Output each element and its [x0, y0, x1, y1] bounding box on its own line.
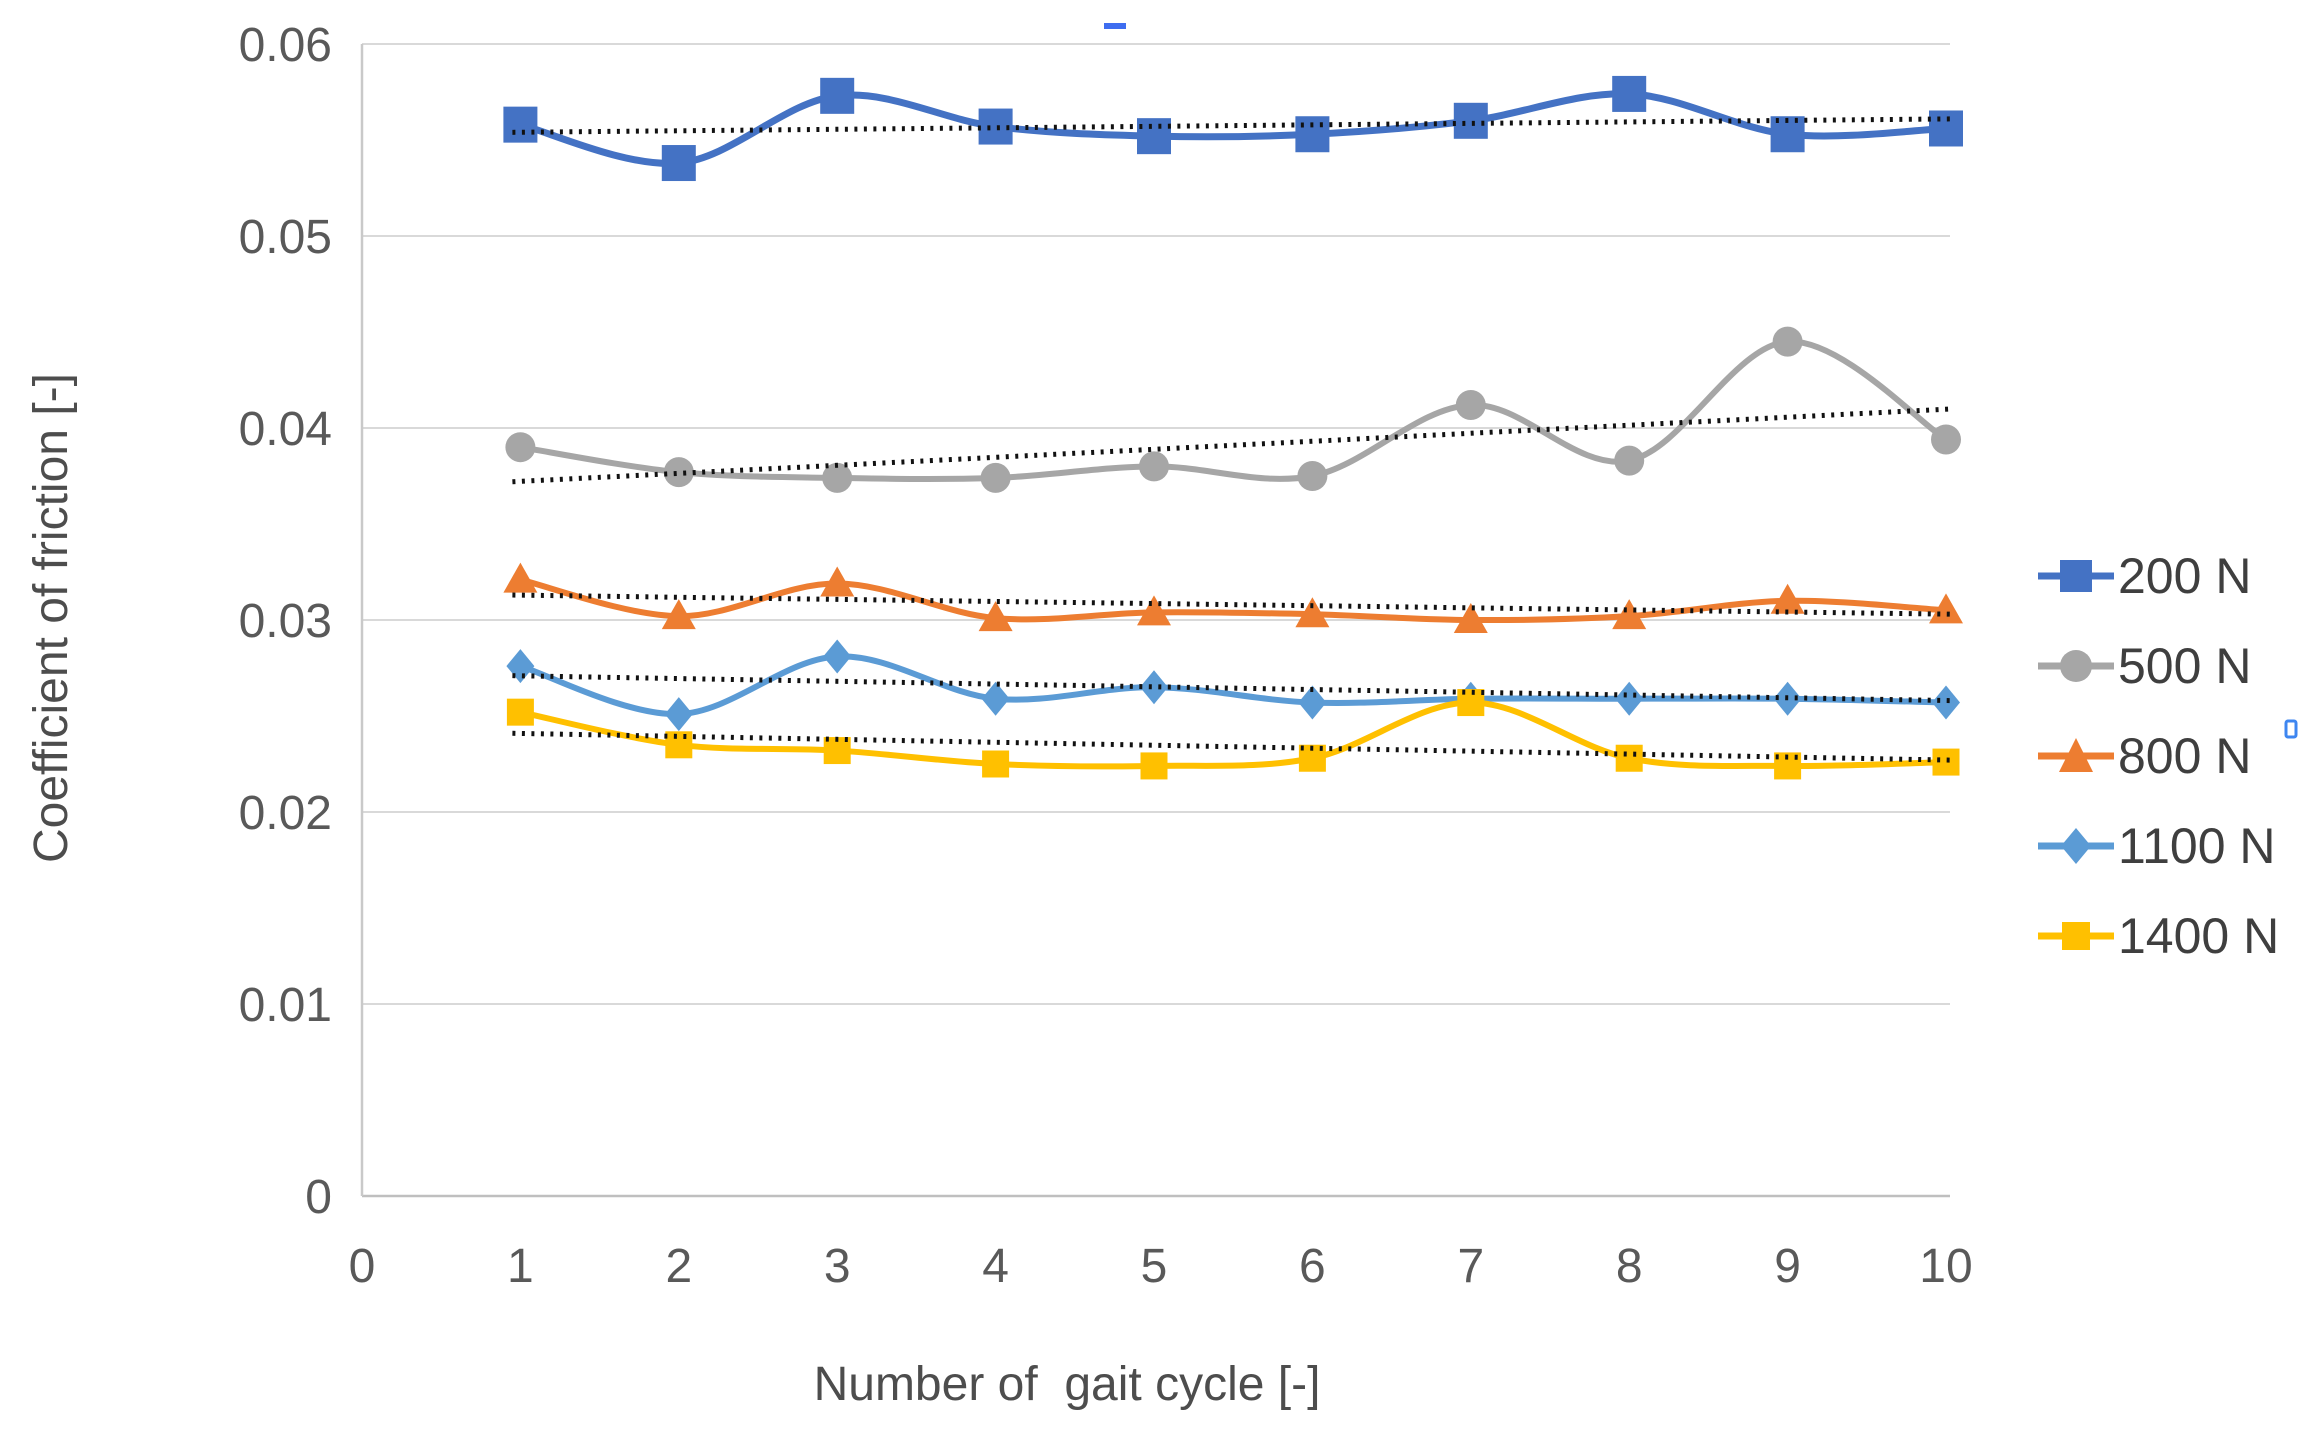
marker-200-n	[661, 145, 696, 182]
legend-label-500n: 500 N	[2118, 638, 2252, 694]
marker-200-n	[503, 106, 538, 143]
y-tick-label: 0	[305, 1171, 332, 1224]
series-line-500-n	[517, 338, 1949, 483]
marker-800-n	[978, 601, 1013, 632]
legend-label-200n: 200 N	[2118, 548, 2252, 604]
y-tick-label: 0.01	[239, 979, 332, 1032]
trendline-800-n	[512, 592, 1955, 617]
marker-200-n	[1295, 116, 1330, 153]
marker-200-n	[1612, 75, 1647, 112]
trendline-200-n	[512, 116, 1955, 135]
marker-500-n	[980, 462, 1011, 493]
legend-item-1400n: 1400 N	[2038, 891, 2306, 981]
marker-1400-n	[982, 750, 1010, 778]
legend-label-800n: 800 N	[2118, 728, 2252, 784]
x-tick-label: 2	[665, 1240, 692, 1293]
legend-item-500n: 500 N	[2038, 621, 2306, 711]
marker-800-n	[1295, 597, 1330, 628]
y-axis-title: Coefficient of friction [-]	[25, 373, 78, 863]
legend-marker-500n-circle-icon	[2038, 650, 2114, 682]
y-tick-label: 0.02	[239, 787, 332, 840]
marker-500-n	[1614, 445, 1645, 476]
x-tick-label: 5	[1141, 1240, 1168, 1293]
x-tick-label: 7	[1457, 1240, 1484, 1293]
marker-200-n	[1929, 110, 1963, 147]
legend-item-200n: 200 N	[2038, 531, 2306, 621]
x-tick-label: 1	[507, 1240, 534, 1293]
series-line-1400-n	[517, 699, 1949, 770]
trendline-1400-n	[512, 730, 1955, 763]
marker-1100-n	[1615, 681, 1644, 716]
marker-200-n	[1137, 118, 1171, 155]
marker-1400-n	[1615, 744, 1643, 772]
y-tick-label: 0.03	[239, 595, 332, 648]
legend-item-800n: 800 N	[2038, 711, 2306, 801]
series-line-200-n	[516, 90, 1950, 167]
marker-500-n	[1772, 326, 1803, 357]
legend: 200 N 500 N 800 N 1100 N	[2038, 531, 2306, 981]
series-line-800-n	[517, 576, 1949, 624]
trendline-500-n	[512, 406, 1955, 485]
x-tick-label: 4	[982, 1240, 1009, 1293]
marker-800-n	[661, 599, 696, 630]
marker-1400-n	[1140, 752, 1168, 780]
x-tick-label: 8	[1616, 1240, 1643, 1293]
marker-1400-n	[1457, 689, 1485, 717]
marker-200-n	[820, 77, 855, 114]
marker-1400-n	[506, 698, 534, 726]
marker-500-n	[1139, 451, 1169, 482]
x-tick-label: 9	[1774, 1240, 1801, 1293]
blue-dash-artifact	[1104, 23, 1126, 29]
x-axis-title: Number of gait cycle [-]	[813, 1358, 1321, 1411]
legend-label-1100n: 1100 N	[2118, 818, 2276, 874]
marker-500-n	[1297, 461, 1328, 491]
blue-bracket-artifact	[2284, 719, 2298, 739]
marker-800-n	[820, 566, 855, 597]
legend-item-1100n: 1100 N	[2038, 801, 2306, 891]
series-line-1100-n	[517, 653, 1949, 718]
marker-500-n	[663, 457, 694, 488]
marker-500-n	[1455, 389, 1486, 420]
x-tick-label: 3	[824, 1240, 851, 1293]
y-tick-label: 0.04	[239, 403, 332, 456]
marker-1100-n	[664, 697, 693, 732]
marker-1400-n	[1932, 748, 1960, 776]
marker-1400-n	[665, 731, 693, 759]
y-tick-label: 0.05	[239, 211, 332, 264]
x-tick-label: 0	[349, 1240, 376, 1293]
marker-1100-n	[823, 639, 852, 674]
legend-marker-1400n-square-icon	[2038, 922, 2114, 950]
trendline-1100-n	[512, 673, 1955, 704]
marker-800-n	[503, 562, 538, 593]
legend-marker-800n-triangle-icon	[2038, 738, 2114, 772]
marker-500-n	[505, 432, 536, 463]
legend-label-1400n: 1400 N	[2118, 908, 2280, 964]
x-tick-label: 10	[1919, 1240, 1972, 1293]
marker-1100-n	[1140, 670, 1168, 705]
marker-500-n	[822, 462, 853, 493]
marker-800-n	[1453, 603, 1488, 633]
marker-800-n	[1612, 599, 1647, 630]
marker-1100-n	[506, 649, 535, 684]
legend-marker-200n-square-icon	[2038, 560, 2114, 592]
marker-1100-n	[1932, 685, 1960, 720]
legend-marker-1100n-diamond-icon	[2038, 828, 2114, 864]
x-tick-label: 6	[1299, 1240, 1326, 1293]
marker-1100-n	[981, 681, 1010, 716]
y-tick-label: 0.06	[239, 19, 332, 72]
marker-800-n	[1137, 595, 1171, 626]
marker-800-n	[1770, 583, 1805, 614]
marker-1100-n	[1298, 685, 1327, 720]
marker-500-n	[1931, 424, 1961, 455]
